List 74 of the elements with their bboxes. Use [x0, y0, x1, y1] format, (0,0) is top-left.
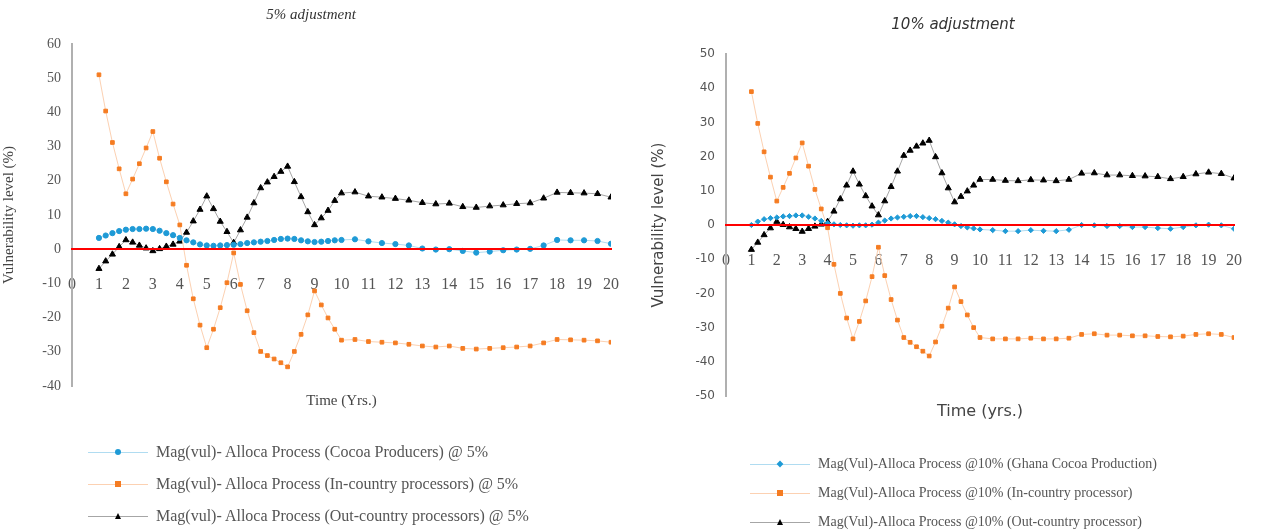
x-tick-label: 4	[823, 250, 832, 268]
x-tick-label: 16	[1124, 250, 1141, 268]
x-tick-label: 14	[441, 275, 458, 292]
x-tick-label: 20	[1226, 250, 1242, 268]
legend-label: Mag(vul)- Alloca Process (In-country processors) @ 5%	[156, 475, 519, 493]
x-tick-label: 10	[972, 250, 988, 268]
x-tick-label: 12	[387, 275, 404, 292]
x-tick-label: 11	[997, 250, 1014, 268]
x-tick-label: 2	[121, 275, 130, 292]
x-tick-label: 18	[1175, 250, 1192, 268]
y-tick-label: 0	[707, 217, 715, 232]
x-tick-label: 11	[360, 275, 377, 292]
y-tick-label: -40	[695, 353, 715, 368]
x-tick-label: 5	[849, 250, 857, 268]
x-tick-label: 12	[1022, 250, 1039, 268]
x-tick-label: 6	[874, 250, 883, 268]
x-axis-title: Time (yrs.)	[935, 401, 1024, 421]
x-tick-label: 7	[899, 250, 908, 268]
y-tick-label: -30	[695, 319, 715, 334]
x-tick-label: 13	[1048, 250, 1065, 268]
y-axis-title: Vulnerability level (%)	[0, 145, 17, 285]
x-tick-label: 15	[468, 275, 485, 292]
y-tick-label: -50	[695, 388, 715, 403]
y-tick-label: 10	[699, 182, 715, 197]
x-tick-label: 18	[549, 275, 566, 292]
x-tick-label: 1	[94, 275, 103, 292]
y-tick-label: 40	[47, 104, 61, 120]
y-tick-label: 40	[699, 80, 715, 95]
chart-title: 5% adjustment	[266, 5, 357, 22]
x-tick-label: 10	[333, 275, 350, 292]
x-tick-label: 1	[747, 250, 756, 268]
x-tick-label: 8	[283, 275, 292, 292]
y-tick-label: 20	[47, 172, 61, 188]
y-tick-label: -10	[42, 275, 61, 291]
y-tick-label: 50	[699, 46, 715, 61]
legend-label: Mag(Vul)-Alloca Process @10% (Out-country processor)	[818, 513, 1142, 530]
x-tick-label: 8	[925, 250, 934, 268]
y-tick-label: 20	[699, 148, 715, 163]
legend-label: Mag(vul)- Alloca Process (Out-country processors) @ 5%	[156, 507, 529, 525]
x-tick-label: 9	[950, 250, 959, 268]
y-tick-label: 30	[47, 138, 61, 154]
y-tick-label: -30	[42, 343, 61, 359]
legend-label: Mag(Vul)-Alloca Process @10% (Ghana Cocoa Production)	[818, 455, 1158, 472]
x-tick-label: 20	[603, 275, 619, 292]
legend-label: Mag(vul)- Alloca Process (Cocoa Producers) @ 5%	[156, 443, 488, 461]
legend-label: Mag(Vul)-Alloca Process @10% (In-country processor)	[818, 484, 1133, 501]
x-tick-label: 19	[576, 275, 593, 292]
y-tick-label: -40	[42, 377, 61, 393]
x-tick-label: 16	[495, 275, 512, 292]
x-tick-label: 15	[1099, 250, 1115, 268]
x-tick-label: 9	[310, 275, 319, 292]
x-tick-label: 13	[414, 275, 431, 292]
chart-title: 10% adjustment	[891, 14, 1016, 33]
y-tick-label: 10	[47, 206, 61, 222]
y-tick-label: -10	[695, 251, 715, 266]
y-tick-label: 50	[47, 69, 61, 85]
y-tick-label: 30	[699, 114, 715, 129]
x-tick-label: 3	[798, 250, 807, 268]
y-tick-label: -20	[42, 309, 61, 325]
x-tick-label: 7	[256, 275, 265, 292]
y-tick-label: 60	[47, 35, 61, 51]
y-tick-label: 0	[54, 240, 61, 256]
x-tick-label: 2	[772, 250, 781, 268]
y-axis-title: Vulnerability level (%)	[648, 142, 667, 308]
x-tick-label: 14	[1073, 250, 1090, 268]
x-tick-label: 19	[1200, 250, 1217, 268]
x-tick-label: 6	[229, 275, 238, 292]
x-tick-label: 4	[175, 275, 184, 292]
y-tick-label: -20	[695, 285, 715, 300]
x-tick-label: 17	[522, 275, 539, 292]
x-tick-label: 5	[202, 275, 211, 292]
x-tick-label: 17	[1149, 250, 1166, 268]
x-tick-label: 3	[148, 275, 157, 292]
x-axis-title: Time (Yrs.)	[306, 392, 377, 410]
